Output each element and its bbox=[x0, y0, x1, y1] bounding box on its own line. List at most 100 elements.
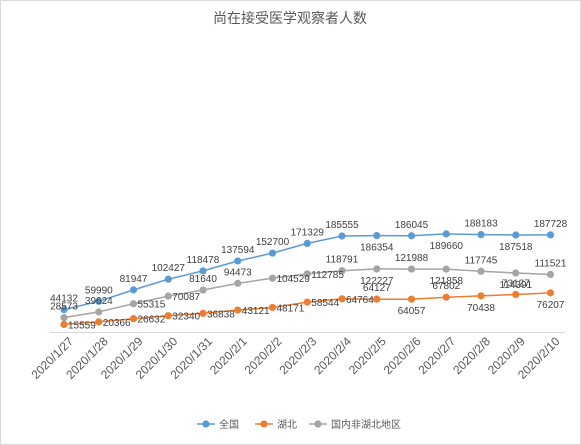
data-point-hubei bbox=[304, 298, 311, 305]
legend-label: 国内非湖北地区 bbox=[331, 418, 401, 431]
data-label-non-hubei: 39624 bbox=[85, 296, 113, 307]
data-label-non-hubei: 104529 bbox=[277, 274, 311, 285]
data-label-national: 186354 bbox=[360, 243, 394, 254]
legend-item-national: 全国 bbox=[197, 418, 239, 431]
data-point-national bbox=[130, 286, 137, 293]
data-point-hubei bbox=[512, 291, 519, 298]
data-point-non-hubei bbox=[547, 271, 554, 278]
x-tick-label: 2020/2/6 bbox=[381, 334, 424, 377]
x-tick-label: 2020/2/5 bbox=[346, 334, 389, 377]
data-point-hubei bbox=[60, 321, 67, 328]
legend-item-hubei: 湖北 bbox=[255, 419, 297, 431]
data-label-non-hubei: 122227 bbox=[360, 276, 394, 287]
data-point-hubei bbox=[547, 289, 554, 296]
legend-item-non-hubei: 国内非湖北地区 bbox=[309, 418, 401, 431]
data-point-hubei bbox=[338, 295, 345, 302]
data-label-national: 152700 bbox=[256, 237, 290, 248]
x-tick-label: 2020/2/2 bbox=[242, 334, 285, 377]
chart-title: 尚在接受医学观察者人数 bbox=[213, 10, 367, 27]
data-label-hubei: 20366 bbox=[103, 318, 131, 329]
data-point-national bbox=[338, 232, 345, 239]
data-label-hubei: 70438 bbox=[467, 303, 495, 314]
data-label-national: 187728 bbox=[534, 219, 568, 230]
data-point-national bbox=[477, 231, 484, 238]
data-point-national bbox=[234, 257, 241, 264]
data-label-national: 81947 bbox=[120, 274, 148, 285]
data-label-national: 188183 bbox=[464, 219, 498, 230]
legend-label: 全国 bbox=[219, 418, 239, 431]
data-point-national bbox=[512, 231, 519, 238]
data-label-hubei: 58544 bbox=[311, 298, 339, 309]
legend-marker bbox=[202, 420, 209, 427]
data-label-hubei: 32340 bbox=[172, 312, 200, 323]
data-label-non-hubei: 111521 bbox=[535, 259, 567, 270]
data-label-national: 118478 bbox=[187, 255, 220, 266]
data-point-hubei bbox=[130, 315, 137, 322]
data-label-hubei: 43121 bbox=[242, 306, 270, 317]
data-point-national bbox=[408, 232, 415, 239]
x-tick-label: 2020/2/7 bbox=[415, 334, 458, 377]
data-label-national: 137594 bbox=[221, 245, 255, 256]
data-label-non-hubei: 55315 bbox=[138, 300, 166, 311]
data-point-hubei bbox=[477, 292, 484, 299]
data-label-non-hubei: 114391 bbox=[499, 280, 532, 291]
data-point-national bbox=[304, 240, 311, 247]
x-tick-label: 2020/2/4 bbox=[311, 334, 354, 377]
data-point-hubei bbox=[95, 318, 102, 325]
data-point-national bbox=[269, 249, 276, 256]
data-point-non-hubei bbox=[60, 314, 67, 321]
data-label-national: 102427 bbox=[152, 263, 186, 274]
data-point-hubei bbox=[165, 312, 172, 319]
data-point-national bbox=[547, 231, 554, 238]
data-point-national bbox=[443, 230, 450, 237]
data-point-non-hubei bbox=[95, 308, 102, 315]
data-label-national: 59990 bbox=[85, 285, 113, 296]
data-label-hubei: 36838 bbox=[207, 309, 235, 320]
data-point-non-hubei bbox=[373, 265, 380, 272]
data-point-non-hubei bbox=[165, 292, 172, 299]
data-label-non-hubei: 118791 bbox=[326, 255, 359, 266]
data-label-national: 186045 bbox=[395, 220, 429, 231]
data-label-hubei: 15559 bbox=[68, 320, 96, 331]
data-label-non-hubei: 121858 bbox=[430, 276, 464, 287]
x-tick-label: 2020/2/8 bbox=[450, 334, 493, 377]
data-label-non-hubei: 117745 bbox=[465, 255, 498, 266]
data-point-non-hubei bbox=[408, 265, 415, 272]
data-point-hubei bbox=[443, 294, 450, 301]
legend-marker bbox=[314, 420, 321, 427]
data-label-hubei: 64057 bbox=[398, 306, 426, 317]
data-label-national: 187518 bbox=[499, 242, 533, 253]
data-point-non-hubei bbox=[512, 269, 519, 276]
data-label-hubei: 48171 bbox=[277, 304, 305, 315]
data-label-national: 189660 bbox=[430, 241, 464, 252]
data-point-non-hubei bbox=[443, 266, 450, 273]
data-point-hubei bbox=[199, 310, 206, 317]
data-label-hubei: 64764 bbox=[346, 295, 374, 306]
data-label-non-hubei: 112785 bbox=[311, 270, 344, 281]
data-label-non-hubei: 81640 bbox=[189, 274, 217, 285]
data-point-non-hubei bbox=[234, 280, 241, 287]
data-point-non-hubei bbox=[477, 268, 484, 275]
legend-label: 湖北 bbox=[277, 419, 297, 431]
data-point-national bbox=[373, 232, 380, 239]
data-point-non-hubei bbox=[269, 275, 276, 282]
data-label-non-hubei: 121988 bbox=[395, 253, 429, 264]
data-point-hubei bbox=[234, 306, 241, 313]
data-point-hubei bbox=[408, 296, 415, 303]
data-label-hubei: 76207 bbox=[537, 300, 565, 311]
x-tick-label: 2020/2/3 bbox=[276, 334, 319, 377]
data-point-national bbox=[165, 276, 172, 283]
legend-marker bbox=[260, 420, 267, 427]
x-tick-label: 2020/2/1 bbox=[207, 334, 250, 377]
data-label-non-hubei: 94473 bbox=[224, 267, 252, 278]
data-label-non-hubei: 70087 bbox=[172, 292, 200, 303]
data-point-hubei bbox=[373, 296, 380, 303]
data-label-hubei: 26632 bbox=[138, 315, 166, 326]
data-point-hubei bbox=[269, 304, 276, 311]
data-point-non-hubei bbox=[130, 300, 137, 307]
data-label-national: 171329 bbox=[291, 227, 325, 238]
data-label-non-hubei: 28573 bbox=[50, 302, 78, 313]
data-label-national: 185555 bbox=[325, 220, 359, 231]
data-point-non-hubei bbox=[199, 286, 206, 293]
